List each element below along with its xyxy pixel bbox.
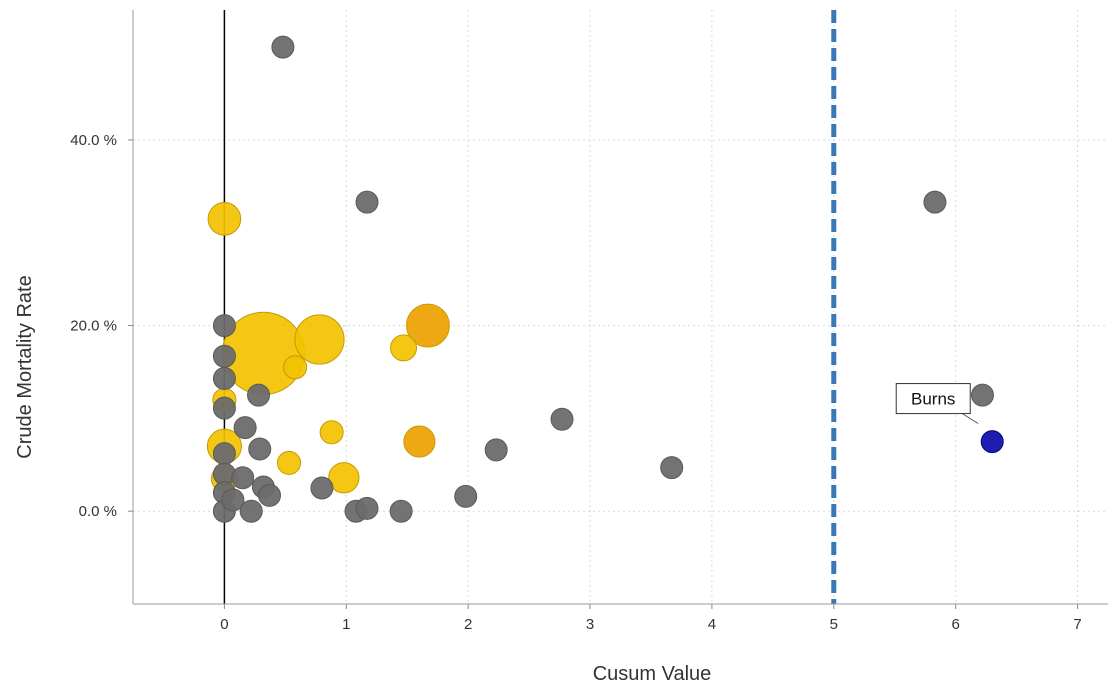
data-point-yellow — [319, 420, 344, 445]
data-point-blue — [980, 430, 1004, 454]
y-tick-label: 0.0 % — [79, 503, 117, 520]
data-point-gray — [271, 35, 295, 59]
data-point-gray — [247, 383, 271, 407]
data-point-gray — [355, 496, 379, 520]
x-tick-label: 3 — [586, 616, 594, 633]
data-point-gray — [221, 488, 245, 512]
annotations: Burns — [895, 383, 979, 425]
x-tick-label: 6 — [951, 616, 959, 633]
data-point-orange — [403, 425, 436, 458]
data-point-gray — [212, 314, 236, 338]
data-point-gray — [258, 483, 281, 507]
data-point-gray — [484, 438, 508, 462]
axes: 0 1 2 3 4 5 6 7 0.0 % 20.0 % 40.0 % — [70, 10, 1108, 633]
data-point-yellow — [294, 314, 345, 365]
data-point-orange — [405, 303, 450, 348]
data-point-gray — [212, 396, 236, 420]
x-tick-label: 4 — [708, 616, 716, 633]
x-tick-label: 0 — [220, 616, 228, 633]
data-point-gray — [233, 416, 257, 440]
data-point-gray — [454, 484, 478, 508]
data-point-gray — [231, 466, 255, 490]
data-point-gray — [970, 383, 994, 407]
annotation-leader-line — [961, 413, 979, 425]
data-point-gray — [389, 499, 413, 523]
data-point-gray — [310, 476, 334, 500]
data-points — [206, 35, 1004, 523]
data-point-yellow — [276, 450, 302, 475]
data-point-gray — [248, 437, 272, 461]
y-axis-title: Crude Mortality Rate — [14, 275, 36, 458]
data-point-yellow — [283, 355, 308, 380]
annotation-label: Burns — [911, 390, 955, 409]
data-point-yellow — [328, 462, 360, 494]
data-point-gray — [212, 344, 236, 368]
data-point-yellow — [207, 202, 242, 236]
y-tick-label: 40.0 % — [70, 132, 117, 149]
data-point-gray — [212, 366, 236, 390]
data-point-yellow — [390, 334, 418, 362]
data-point-gray — [660, 456, 684, 480]
data-point-gray — [923, 190, 947, 214]
y-tick-label: 20.0 % — [70, 318, 117, 335]
data-point-gray — [355, 190, 379, 214]
annotation-box — [895, 383, 971, 415]
data-point-gray — [239, 499, 263, 523]
x-tick-label: 1 — [342, 616, 350, 633]
x-tick-label: 5 — [830, 616, 838, 633]
data-point-gray — [550, 407, 574, 431]
x-tick-label: 7 — [1073, 616, 1081, 633]
data-point-gray — [212, 442, 236, 466]
x-tick-label: 2 — [464, 616, 472, 633]
x-axis-title: Cusum Value — [593, 663, 712, 685]
